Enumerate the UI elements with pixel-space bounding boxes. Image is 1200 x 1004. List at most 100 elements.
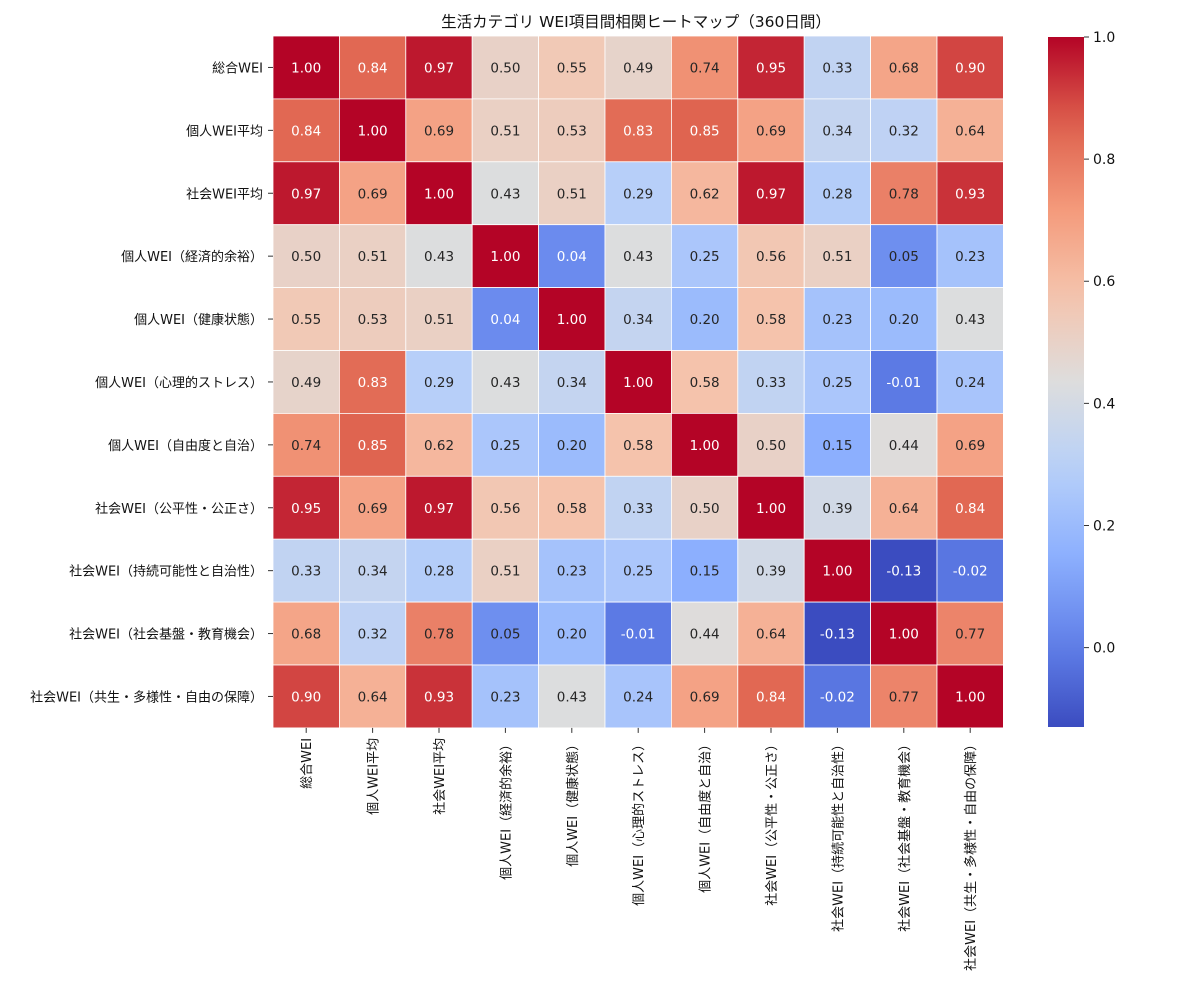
- cell-value-label: 0.85: [690, 123, 720, 139]
- cell-value-label: 0.84: [955, 501, 985, 517]
- column-label: 社会WEI（持続可能性と自治性）: [830, 738, 846, 932]
- cell-value-label: 0.32: [889, 123, 919, 139]
- cell-value-label: 0.44: [690, 627, 720, 643]
- heatmap-cell: [671, 412, 739, 477]
- colorbar-gradient: [1048, 37, 1084, 727]
- heatmap-cell: [803, 224, 872, 288]
- heatmap-cell: [538, 475, 606, 540]
- cell-value-label: 1.00: [955, 689, 985, 705]
- heatmap-cell: [538, 224, 606, 288]
- heatmap-cell: [471, 224, 540, 288]
- cell-value-label: 0.90: [955, 60, 985, 76]
- heatmap-cell: [272, 412, 340, 477]
- cell-value-label: 0.69: [358, 501, 388, 517]
- heatmap-cell: [471, 287, 540, 351]
- heatmap-cell: [471, 35, 540, 100]
- colorbar-tick-label: 0.0: [1093, 641, 1115, 657]
- cell-value-label: 0.55: [291, 312, 321, 328]
- heatmap-cell: [936, 412, 1004, 477]
- heatmap-cell: [737, 664, 805, 729]
- cell-value-label: 0.74: [291, 438, 321, 454]
- column-label: 個人WEI（経済的余裕）: [498, 738, 514, 880]
- heatmap-cell: [870, 475, 938, 540]
- heatmap-cell: [272, 350, 340, 414]
- cell-value-label: 0.90: [291, 689, 321, 705]
- chart-title: 生活カテゴリ WEI項目間相関ヒートマップ（360日間）: [441, 12, 831, 31]
- cell-value-label: 0.23: [557, 564, 587, 580]
- cell-value-label: 0.25: [690, 249, 720, 265]
- cell-value-label: 1.00: [358, 123, 388, 139]
- heatmap-cell: [936, 287, 1004, 351]
- heatmap-cell: [737, 475, 805, 540]
- heatmap-cell: [405, 664, 473, 729]
- cell-value-label: 0.84: [291, 123, 321, 139]
- heatmap-cell: [338, 224, 407, 288]
- cell-value-label: 0.78: [889, 186, 919, 202]
- cell-value-label: 0.51: [424, 312, 454, 328]
- heatmap-cell: [272, 161, 340, 226]
- heatmap-cell: [604, 412, 672, 477]
- cell-value-label: 0.43: [557, 689, 587, 705]
- colorbar-tick-label: 1.0: [1093, 30, 1115, 46]
- cell-value-label: -0.01: [621, 627, 656, 643]
- heatmap-cell: [803, 98, 872, 163]
- cell-value-label: 0.51: [490, 123, 520, 139]
- heatmap-cell: [870, 538, 938, 603]
- column-label: 社会WEI（社会基盤・教育機会）: [897, 738, 913, 932]
- cell-value-label: 0.95: [756, 60, 786, 76]
- cell-value-label: 0.20: [557, 627, 587, 643]
- heatmap-cell: [604, 601, 672, 666]
- cell-value-label: 1.00: [623, 375, 653, 391]
- heatmap-cell: [405, 161, 473, 226]
- heatmap-cell: [471, 601, 540, 666]
- cell-value-label: 0.15: [690, 564, 720, 580]
- cell-value-label: 0.33: [623, 501, 653, 517]
- heatmap-cell: [405, 538, 473, 603]
- cell-value-label: 0.68: [889, 60, 919, 76]
- cell-value-label: 0.83: [358, 375, 388, 391]
- cell-value-label: 0.29: [424, 375, 454, 391]
- cell-value-label: 0.50: [490, 60, 520, 76]
- cell-value-label: 0.20: [889, 312, 919, 328]
- cell-value-label: 0.05: [889, 249, 919, 265]
- cell-value-label: 0.43: [623, 249, 653, 265]
- cell-value-label: 0.77: [889, 689, 919, 705]
- cell-value-label: 0.69: [756, 123, 786, 139]
- cell-value-label: 0.34: [822, 123, 852, 139]
- heatmap-cell: [272, 664, 340, 729]
- row-label: 社会WEI平均: [186, 186, 263, 202]
- heatmap-cell: [338, 287, 407, 351]
- cell-value-label: 0.50: [756, 438, 786, 454]
- column-label: 社会WEI（共生・多様性・自由の保障）: [963, 738, 979, 971]
- cell-value-label: 0.97: [424, 60, 454, 76]
- heatmap-cell: [870, 98, 938, 163]
- cell-value-label: 0.33: [756, 375, 786, 391]
- cell-value-label: 1.00: [424, 186, 454, 202]
- cell-value-label: 0.33: [822, 60, 852, 76]
- heatmap-cell: [604, 161, 672, 226]
- cell-value-label: 1.00: [291, 60, 321, 76]
- heatmap-cell: [671, 161, 739, 226]
- column-label: 社会WEI（公平性・公正さ）: [764, 738, 780, 906]
- heatmap-cell: [338, 98, 407, 163]
- cell-value-label: 0.85: [358, 438, 388, 454]
- cell-value-label: 0.69: [690, 689, 720, 705]
- heatmap-cell: [604, 35, 672, 100]
- cell-value-label: 1.00: [557, 312, 587, 328]
- row-label: 個人WEI平均: [186, 124, 263, 139]
- cell-value-label: 0.49: [291, 375, 321, 391]
- heatmap-cell: [405, 35, 473, 100]
- heatmap-cell: [338, 664, 407, 729]
- heatmap-cell: [471, 412, 540, 477]
- row-label: 個人WEI（経済的余裕）: [121, 249, 263, 265]
- heatmap-cell: [803, 601, 872, 666]
- cell-value-label: 0.53: [557, 123, 587, 139]
- heatmap-cell: [471, 350, 540, 414]
- heatmap-cell: [870, 287, 938, 351]
- cell-value-label: 0.78: [424, 627, 454, 643]
- cell-value-label: 1.00: [690, 438, 720, 454]
- heatmap-cell: [737, 601, 805, 666]
